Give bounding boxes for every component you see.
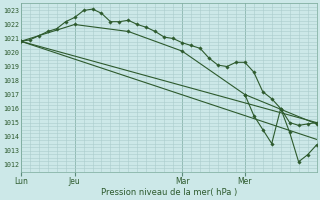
X-axis label: Pression niveau de la mer( hPa ): Pression niveau de la mer( hPa ): [100, 188, 237, 197]
